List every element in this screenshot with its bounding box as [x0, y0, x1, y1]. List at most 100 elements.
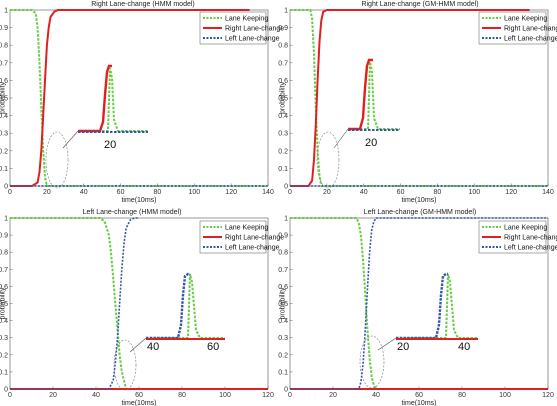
y-tick-label: 0.5 — [278, 301, 288, 308]
y-tick-label: 0.7 — [0, 60, 8, 67]
y-tick-label: 0.4 — [0, 113, 8, 120]
y-tick-label: 0.6 — [278, 284, 288, 291]
y-tick-label: 0.1 — [0, 166, 8, 173]
x-tick-label: 20 — [43, 189, 51, 196]
zoom-inset: 20 — [316, 58, 400, 189]
x-tick-label: 100 — [468, 189, 480, 196]
y-tick-label: 0.2 — [0, 148, 8, 155]
y-tick-label: 0.5 — [278, 96, 288, 103]
x-tick-label: 0 — [8, 189, 12, 196]
y-tick-label: 0.9 — [0, 233, 8, 240]
x-tick-label: 20 — [49, 392, 57, 399]
y-tick-label: 0.4 — [278, 113, 288, 120]
inset-lane-keeping — [348, 61, 400, 130]
inset-label-right: 60 — [207, 341, 219, 353]
legend-label-right-lane-change: Right Lane-change — [504, 235, 557, 242]
x-tick-label: 20 — [323, 189, 331, 196]
y-tick-label: 0.2 — [278, 352, 288, 359]
panel-right-gmhmm: Right Lane-change (GM-HMM model) 0 20 40 60… — [278, 1, 557, 204]
inset-lane-keeping — [78, 67, 148, 132]
y-tick-label: 0.6 — [278, 78, 288, 85]
y-tick-label: 0.5 — [0, 301, 8, 308]
y-tick-label: 0.3 — [0, 335, 8, 342]
legend: Lane Keeping Right Lane-change Left Lane… — [199, 11, 284, 45]
x-tick-label: 80 — [458, 392, 466, 399]
inset-right-lane-change — [78, 64, 112, 133]
y-tick-label: 0.1 — [278, 369, 288, 376]
y-tick-label: 0.7 — [278, 267, 288, 274]
y-tick-label: 1 — [284, 216, 288, 223]
y-tick-label: 0.8 — [0, 250, 8, 257]
y-tick-label: 0.7 — [278, 60, 288, 67]
panel-left-hmm: Left Lane-change (HMM model) 0 20 40 60 80 10… — [0, 209, 284, 406]
y-tick-label: 0 — [284, 184, 288, 191]
series-line-lane-keeping — [290, 217, 548, 390]
legend-label-left-lane-change: Left Lane-change — [504, 36, 557, 43]
y-tick-label: 0.8 — [278, 250, 288, 257]
y-tick-label: 0.6 — [0, 284, 8, 291]
x-tick-label: 0 — [288, 392, 292, 399]
zoom-ellipse — [316, 131, 340, 189]
x-axis-label: time(10ms) — [121, 400, 156, 406]
x-tick-label: 80 — [434, 189, 442, 196]
zoom-ellipse — [359, 335, 385, 389]
legend-label-right-lane-change: Right Lane-change — [225, 235, 284, 242]
panel-title: Right Lane-change (GM-HMM model) — [361, 1, 478, 8]
x-tick-label: 60 — [397, 189, 405, 196]
y-axis-label: probability — [280, 287, 287, 319]
x-tick-label: 40 — [92, 392, 100, 399]
x-tick-label: 20 — [329, 392, 337, 399]
zoom-inset: 20 — [45, 64, 148, 189]
x-tick-label: 120 — [542, 392, 554, 399]
zoom-connector — [333, 128, 349, 149]
panel-left-gmhmm: Left Lane-change (GM-HMM model) 0 20 40 60 8… — [278, 209, 557, 406]
legend-label-right-lane-change: Right Lane-change — [225, 26, 284, 33]
inset-label: 20 — [365, 137, 377, 149]
series-line-left-lane-change — [290, 217, 548, 390]
inset-lane-keeping — [146, 273, 225, 339]
y-tick-label: 0.5 — [0, 96, 8, 103]
y-tick-label: 0.3 — [0, 131, 8, 138]
zoom-ellipse — [45, 131, 69, 189]
inset-left-lane-change — [146, 272, 190, 340]
legend-label-right-lane-change: Right Lane-change — [504, 26, 557, 33]
legend: Lane Keeping Right Lane-change Left Lane… — [478, 11, 557, 45]
x-axis-label: time(10ms) — [401, 197, 436, 204]
panel-title: Left Lane-change (GM-HMM model) — [364, 209, 476, 216]
legend-label-left-lane-change: Left Lane-change — [225, 36, 280, 43]
x-tick-label: 100 — [499, 392, 511, 399]
x-axis-label: time(10ms) — [401, 400, 436, 406]
inset-label-left: 20 — [397, 341, 409, 353]
y-tick-label: 1 — [284, 8, 288, 15]
series-line-lane-keeping — [10, 9, 268, 187]
legend-label-lane-keeping: Lane Keeping — [225, 16, 268, 23]
legend-label-lane-keeping: Lane Keeping — [504, 225, 547, 232]
series-line-right-lane-change — [290, 9, 530, 187]
x-tick-label: 60 — [135, 392, 143, 399]
legend-label-lane-keeping: Lane Keeping — [504, 16, 547, 23]
x-tick-label: 100 — [219, 392, 231, 399]
zoom-connector — [129, 337, 147, 353]
x-tick-label: 60 — [117, 189, 125, 196]
legend: Lane Keeping Right Lane-change Left Lane… — [478, 220, 557, 254]
series-line-left-lane-change — [10, 217, 139, 390]
x-tick-label: 120 — [225, 189, 237, 196]
y-tick-label: 0 — [4, 387, 8, 394]
panel-title: Left Lane-change (HMM model) — [83, 209, 182, 216]
legend-label-lane-keeping: Lane Keeping — [225, 225, 268, 232]
inset-label-right: 40 — [458, 341, 470, 353]
legend: Lane Keeping Right Lane-change Left Lane… — [199, 220, 284, 254]
y-axis-label: probability — [0, 287, 7, 319]
x-tick-label: 40 — [360, 189, 368, 196]
x-tick-label: 80 — [178, 392, 186, 399]
inset-left-lane-change — [396, 272, 448, 340]
series-line-lane-keeping — [10, 217, 268, 390]
y-tick-label: 0.9 — [278, 233, 288, 240]
zoom-inset: 40 60 — [113, 272, 225, 391]
x-axis-label: time(10ms) — [121, 197, 156, 204]
zoom-ellipse — [113, 339, 137, 391]
panel-title: Right Lane-change (HMM model) — [91, 1, 195, 8]
x-tick-label: 100 — [188, 189, 200, 196]
y-tick-label: 0.3 — [278, 335, 288, 342]
y-axis-label: probability — [0, 82, 7, 114]
